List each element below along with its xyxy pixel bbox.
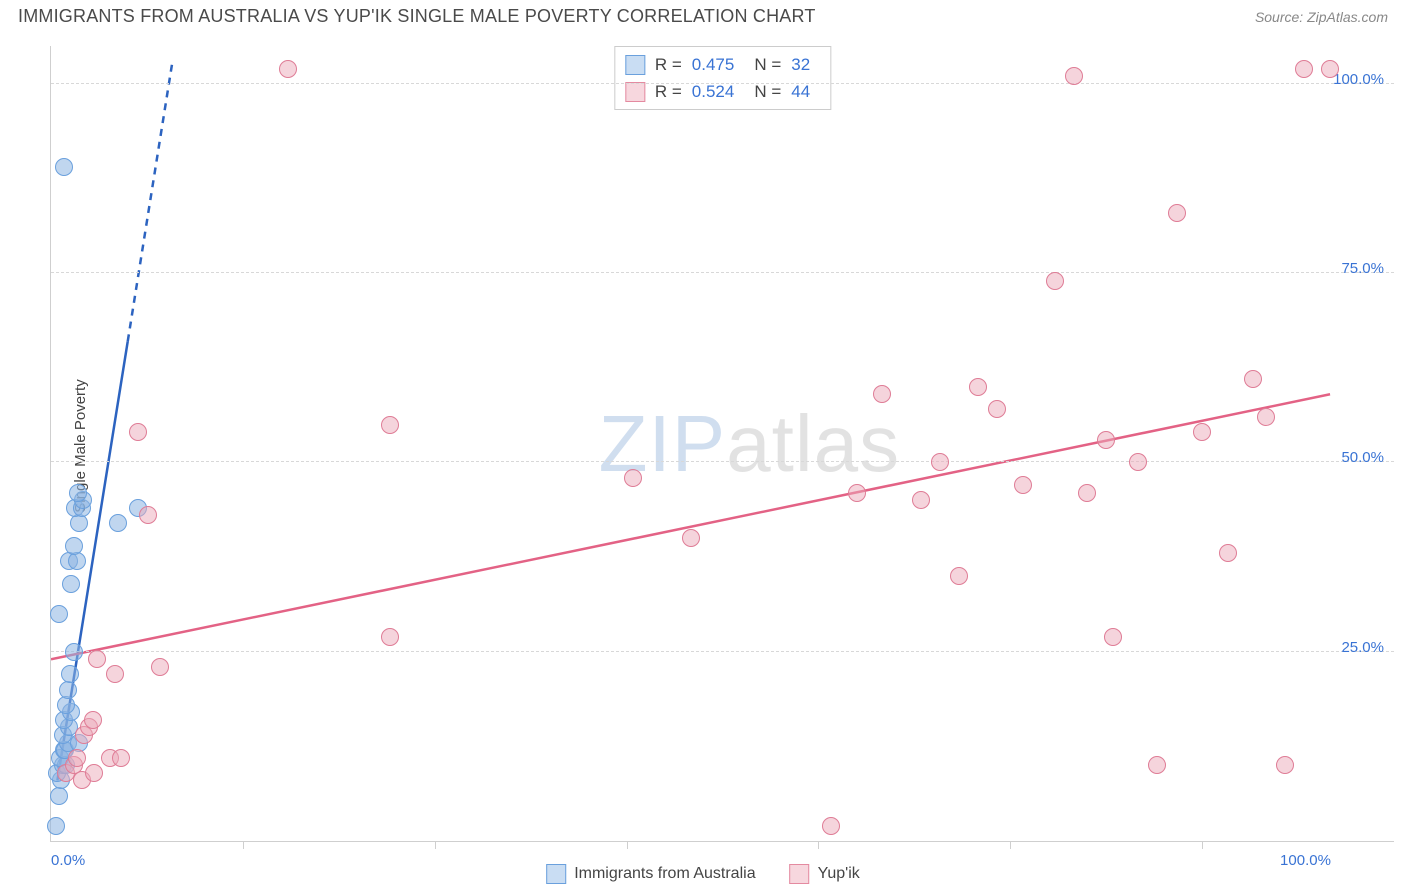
y-tick-label: 100.0% [1333,71,1384,88]
scatter-chart: ZIPatlas R =0.475N =32R =0.524N =44 25.0… [50,46,1394,842]
data-point [624,469,642,487]
gridline [51,83,1394,84]
data-point [1295,60,1313,78]
data-point [822,817,840,835]
data-point [1104,628,1122,646]
trend-line [51,394,1330,659]
data-point [47,817,65,835]
data-point [50,605,68,623]
data-point [151,658,169,676]
data-point [1078,484,1096,502]
data-point [1148,756,1166,774]
data-point [279,60,297,78]
data-point [88,650,106,668]
data-point [65,643,83,661]
legend-item: Immigrants from Australia [546,864,755,884]
data-point [873,385,891,403]
legend-label: Immigrants from Australia [574,865,755,883]
data-point [1097,431,1115,449]
gridline [51,272,1394,273]
x-tick [1202,841,1203,849]
chart-title: IMMIGRANTS FROM AUSTRALIA VS YUP'IK SING… [18,6,816,27]
r-value: 0.475 [692,51,735,78]
data-point [1168,204,1186,222]
x-tick [435,841,436,849]
data-point [1046,272,1064,290]
gridline [51,651,1394,652]
data-point [85,764,103,782]
legend-swatch [790,864,810,884]
trend-line [128,61,173,341]
legend-label: Yup'ik [818,865,860,883]
x-tick [1010,841,1011,849]
data-point [1257,408,1275,426]
data-point [109,514,127,532]
data-point [950,567,968,585]
watermark: ZIPatlas [599,398,900,490]
legend-swatch [546,864,566,884]
y-tick-label: 75.0% [1341,260,1384,277]
y-tick-label: 50.0% [1341,449,1384,466]
gridline [51,461,1394,462]
data-point [61,665,79,683]
data-point [1276,756,1294,774]
data-point [65,537,83,555]
data-point [84,711,102,729]
data-point [381,416,399,434]
x-tick-label: 100.0% [1280,852,1331,869]
x-tick [818,841,819,849]
legend-series: Immigrants from Australia Yup'ik [546,864,860,884]
legend-correlation: R =0.475N =32R =0.524N =44 [614,46,831,110]
x-tick [627,841,628,849]
data-point [55,158,73,176]
data-point [62,575,80,593]
data-point [682,529,700,547]
data-point [106,665,124,683]
data-point [1219,544,1237,562]
x-tick-label: 0.0% [51,852,85,869]
data-point [129,423,147,441]
n-value: 32 [791,51,810,78]
data-point [381,628,399,646]
r-label: R = [655,51,682,78]
legend-row: R = 0.475 N = 32 [625,51,820,78]
data-point [848,484,866,502]
data-point [988,400,1006,418]
data-point [1129,453,1147,471]
source-attribution: Source: ZipAtlas.com [1255,9,1388,25]
legend-item: Yup'ik [790,864,860,884]
data-point [1014,476,1032,494]
data-point [969,378,987,396]
data-point [1244,370,1262,388]
data-point [139,506,157,524]
x-tick [243,841,244,849]
data-point [1193,423,1211,441]
legend-swatch [625,55,645,75]
data-point [931,453,949,471]
data-point [68,749,86,767]
legend-swatch [625,82,645,102]
y-tick-label: 25.0% [1341,639,1384,656]
data-point [112,749,130,767]
n-label: N = [754,51,781,78]
data-point [69,484,87,502]
data-point [912,491,930,509]
data-point [1321,60,1339,78]
data-point [68,552,86,570]
data-point [1065,67,1083,85]
